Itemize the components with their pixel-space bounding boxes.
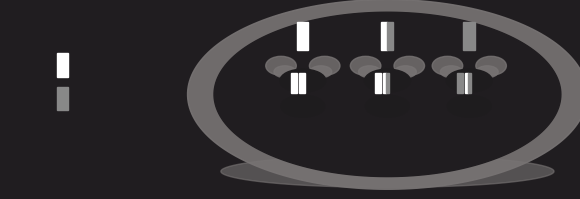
Bar	[456, 73, 463, 93]
Ellipse shape	[476, 56, 506, 75]
Polygon shape	[214, 12, 561, 177]
Ellipse shape	[309, 56, 340, 75]
Ellipse shape	[365, 95, 409, 117]
Bar	[298, 22, 309, 50]
Bar	[386, 73, 389, 93]
Ellipse shape	[447, 95, 491, 117]
Ellipse shape	[281, 95, 325, 117]
Ellipse shape	[266, 56, 296, 75]
Ellipse shape	[358, 66, 380, 78]
Bar	[291, 73, 297, 93]
Bar	[387, 22, 393, 50]
Ellipse shape	[364, 69, 411, 92]
Ellipse shape	[476, 66, 498, 78]
Polygon shape	[221, 155, 554, 187]
Ellipse shape	[274, 66, 296, 78]
Ellipse shape	[447, 69, 492, 92]
Bar	[382, 22, 387, 50]
Polygon shape	[187, 0, 580, 189]
Bar	[383, 73, 386, 93]
Ellipse shape	[310, 66, 332, 78]
Bar	[57, 53, 68, 77]
Ellipse shape	[432, 56, 463, 75]
Ellipse shape	[394, 56, 425, 75]
Ellipse shape	[394, 66, 416, 78]
Ellipse shape	[440, 66, 462, 78]
Ellipse shape	[350, 56, 381, 75]
Bar	[468, 73, 471, 93]
Bar	[299, 73, 305, 93]
Bar	[465, 73, 468, 93]
Bar	[57, 87, 68, 110]
Bar	[463, 22, 475, 50]
Bar	[375, 73, 381, 93]
Ellipse shape	[280, 69, 326, 92]
